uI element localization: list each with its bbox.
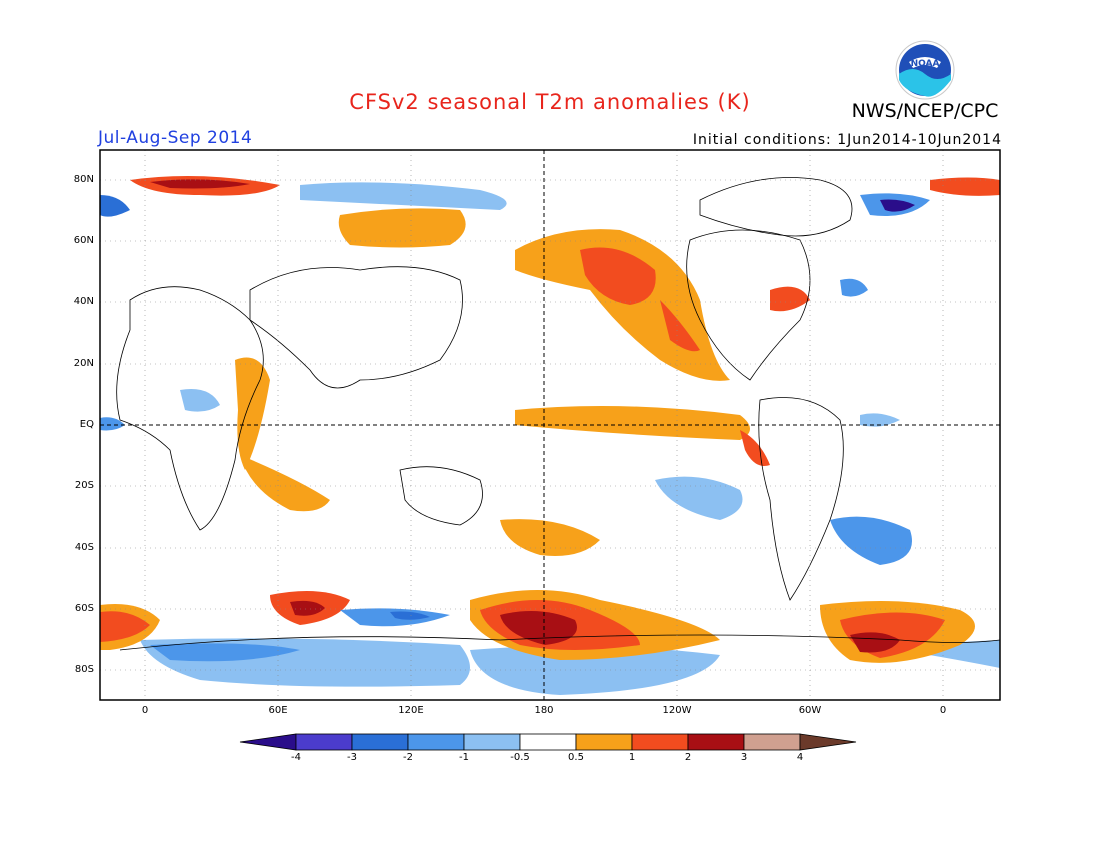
lat-label: 20S — [74, 480, 94, 491]
colorbar-min-arrow — [239, 733, 297, 751]
lon-label: 60E — [268, 705, 288, 716]
colorbar-label: -1 — [459, 752, 469, 763]
colorbar-label: -3 — [347, 752, 357, 763]
lat-label: EQ — [79, 419, 94, 430]
lat-label: 60N — [73, 235, 94, 246]
colorbar-swatch — [351, 733, 409, 751]
lat-label: 60S — [74, 603, 94, 614]
colorbar — [239, 733, 857, 751]
colorbar-swatch — [295, 733, 353, 751]
lat-label: 80N — [73, 174, 94, 185]
svg-text:NOAA: NOAA — [911, 59, 940, 69]
lat-label: 40N — [73, 296, 94, 307]
colorbar-label: 3 — [740, 752, 748, 763]
lat-label: 80S — [74, 664, 94, 675]
colorbar-swatch — [687, 733, 745, 751]
chart-title: CFSv2 seasonal T2m anomalies (K) — [349, 90, 751, 114]
lat-label: 20N — [73, 358, 94, 369]
colorbar-swatch — [519, 733, 577, 751]
period-label: Jul-Aug-Sep 2014 — [98, 128, 253, 148]
colorbar-swatch — [407, 733, 465, 751]
colorbar-label: 2 — [684, 752, 692, 763]
anomaly-shading — [100, 176, 1000, 695]
colorbar-swatch — [743, 733, 801, 751]
agency-label: NWS/NCEP/CPC — [851, 100, 999, 122]
lon-label: 120E — [398, 705, 424, 716]
lon-label: 120W — [662, 705, 692, 716]
colorbar-label: 0.5 — [568, 752, 584, 763]
lon-label: 0 — [939, 705, 947, 716]
coastlines — [116, 177, 1000, 651]
colorbar-label: 4 — [796, 752, 804, 763]
lat-label: 40S — [74, 542, 94, 553]
colorbar-swatch — [575, 733, 633, 751]
colorbar-label: -2 — [403, 752, 413, 763]
initial-conditions-label: Initial conditions: 1Jun2014-10Jun2014 — [692, 132, 1002, 148]
graticule — [100, 150, 1000, 700]
colorbar-label: 1 — [628, 752, 636, 763]
map-frame — [99, 149, 1001, 701]
colorbar-swatch — [463, 733, 521, 751]
lon-label: 60W — [798, 705, 822, 716]
colorbar-swatch — [631, 733, 689, 751]
lon-label: 0 — [141, 705, 149, 716]
colorbar-label: -0.5 — [510, 752, 530, 763]
colorbar-max-arrow — [799, 733, 857, 751]
lon-label: 180 — [534, 705, 554, 716]
noaa-logo-icon: NOAA — [895, 40, 955, 100]
colorbar-label: -4 — [291, 752, 301, 763]
